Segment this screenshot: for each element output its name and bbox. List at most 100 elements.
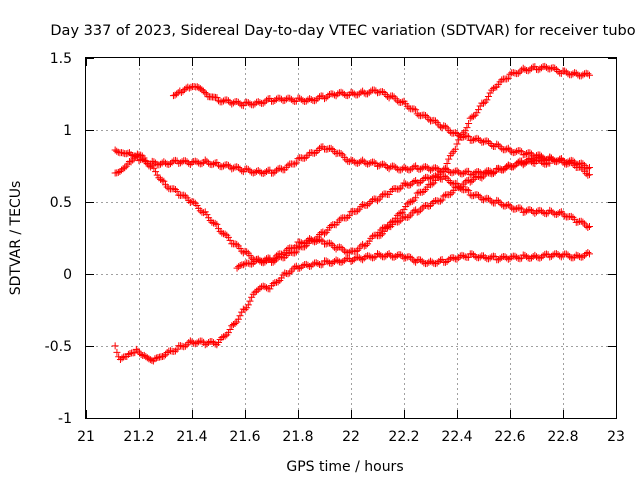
data-point: [334, 90, 342, 98]
data-point: [398, 214, 406, 222]
data-point: [134, 347, 142, 355]
data-point: [199, 87, 207, 95]
data-point: [533, 253, 540, 261]
data-point: [133, 150, 141, 158]
axis-ticks: [86, 58, 617, 419]
data-point: [494, 197, 502, 205]
data-point: [374, 197, 381, 205]
data-point: [261, 98, 269, 106]
data-point: [215, 161, 222, 169]
data-point: [546, 159, 554, 167]
data-point: [586, 163, 593, 171]
data-point: [334, 257, 342, 265]
data-point: [433, 173, 441, 181]
data-point: [185, 84, 193, 92]
data-point: [516, 204, 524, 212]
data-point: [491, 83, 499, 91]
data-point: [410, 257, 418, 265]
data-point: [127, 158, 135, 166]
data-point: [332, 245, 340, 253]
data-point: [471, 252, 479, 260]
y-tick-label: 0: [63, 267, 72, 283]
data-point: [407, 253, 415, 261]
data-point: [574, 160, 582, 168]
data-point: [499, 166, 507, 174]
data-point: [584, 165, 592, 173]
data-point: [567, 212, 575, 220]
data-point: [266, 285, 274, 293]
data-point: [516, 255, 524, 263]
data-point: [219, 162, 227, 170]
data-point: [486, 89, 494, 97]
data-point: [513, 160, 521, 168]
data-point: [345, 212, 353, 220]
data-point: [150, 164, 158, 172]
data-point: [383, 251, 391, 259]
data-point: [388, 92, 396, 100]
data-point: [465, 120, 473, 127]
data-point: [494, 141, 502, 149]
data-point: [171, 186, 179, 194]
data-point: [219, 333, 227, 341]
data-point: [574, 252, 582, 260]
data-point: [503, 254, 511, 262]
data-point: [405, 198, 413, 206]
data-point: [124, 149, 132, 157]
data-point: [516, 147, 524, 155]
data-point: [218, 334, 226, 342]
data-point: [436, 123, 444, 131]
series-arc-2: [111, 143, 593, 179]
data-point: [579, 253, 587, 261]
data-point: [475, 191, 483, 199]
data-point: [221, 332, 229, 340]
data-point: [533, 208, 540, 216]
data-point: [314, 260, 322, 268]
data-point: [226, 325, 234, 333]
data-point: [316, 93, 324, 101]
data-point: [412, 194, 420, 202]
data-point: [238, 167, 246, 175]
data-point: [296, 238, 304, 246]
data-point: [301, 239, 309, 247]
data-point: [380, 89, 388, 97]
data-point: [584, 70, 592, 78]
data-point: [171, 347, 179, 355]
data-point: [476, 253, 484, 261]
data-point: [226, 236, 234, 244]
data-point: [433, 164, 441, 172]
data-point: [556, 252, 564, 260]
data-point: [277, 165, 285, 173]
data-point: [291, 160, 299, 168]
data-point: [246, 297, 254, 305]
data-point: [155, 161, 163, 169]
x-tick-labels: 21 21.2 21.4 21.6 21.8 22 22.2 22.4 22.6 22.8 23: [77, 429, 625, 445]
data-point: [375, 162, 383, 170]
data-point: [518, 205, 526, 213]
data-point: [586, 222, 593, 230]
data-point: [312, 148, 320, 156]
data-point: [446, 179, 454, 187]
data-point: [319, 260, 327, 268]
data-point: [385, 190, 393, 198]
data-point: [441, 173, 449, 181]
x-tick-label: 22: [342, 429, 360, 445]
data-point: [239, 261, 247, 269]
data-point: [312, 259, 320, 267]
data-point: [234, 315, 242, 323]
data-point: [440, 168, 448, 176]
data-point: [465, 133, 473, 141]
data-point: [111, 342, 119, 350]
data-point: [359, 256, 367, 264]
data-point: [491, 253, 499, 261]
data-point: [423, 163, 431, 171]
data-point: [173, 187, 181, 195]
data-point: [498, 253, 506, 261]
data-point: [456, 184, 464, 192]
data-point: [324, 258, 332, 266]
data-point: [428, 180, 436, 188]
data-point: [446, 190, 454, 198]
x-tick-label: 21.8: [282, 429, 313, 445]
series-arc-3: [111, 150, 593, 267]
data-point: [463, 132, 471, 140]
data-point: [213, 220, 221, 228]
